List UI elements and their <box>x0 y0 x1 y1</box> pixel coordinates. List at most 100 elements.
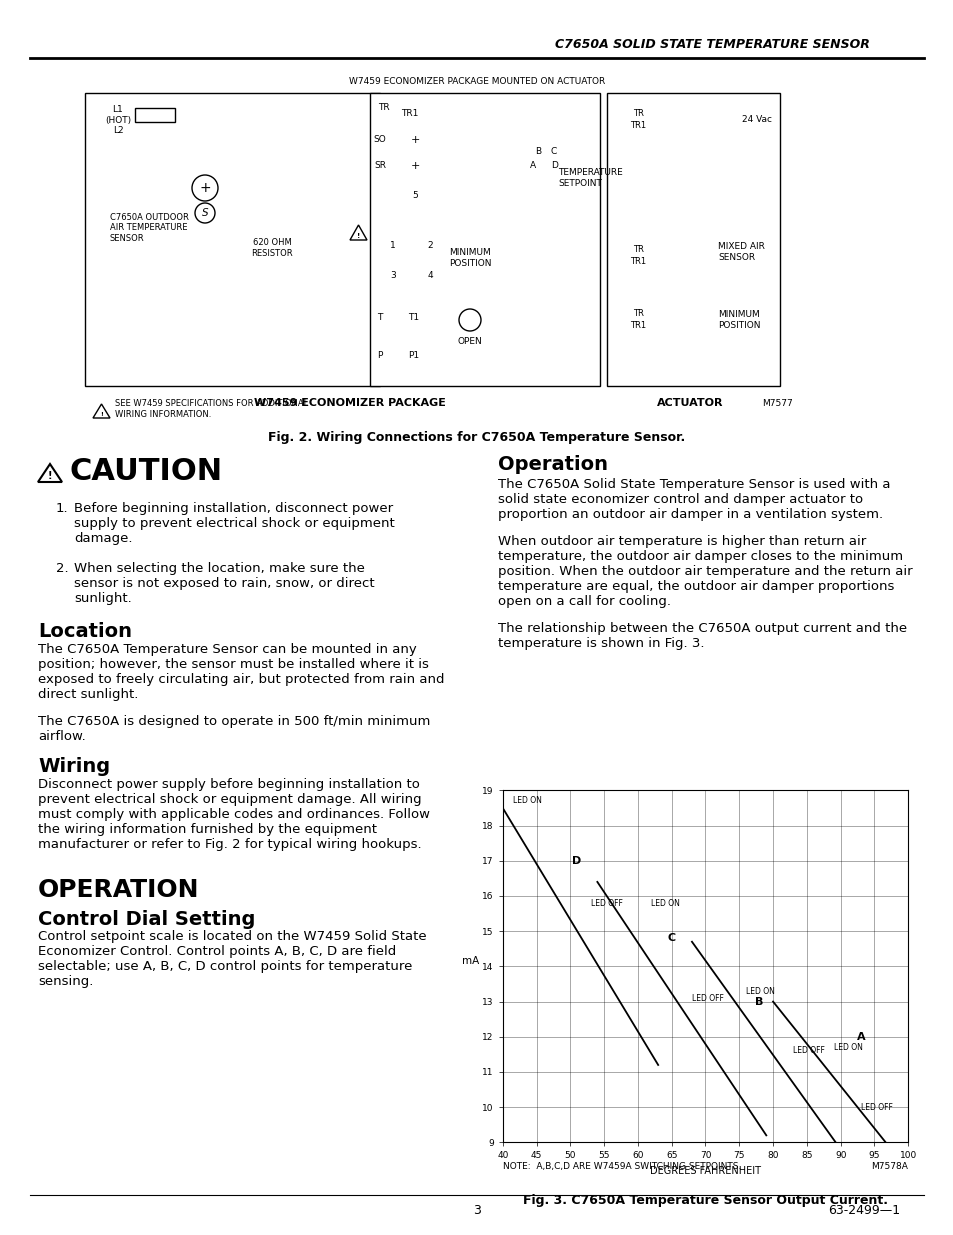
Text: D: D <box>572 856 581 866</box>
Circle shape <box>194 203 214 224</box>
Text: B: B <box>755 997 763 1007</box>
Text: supply to prevent electrical shock or equipment: supply to prevent electrical shock or eq… <box>74 517 395 530</box>
Bar <box>606 93 780 387</box>
Text: TR: TR <box>632 246 642 254</box>
Text: 1: 1 <box>390 241 395 249</box>
Text: Fig. 3. C7650A Temperature Sensor Output Current.: Fig. 3. C7650A Temperature Sensor Output… <box>522 1194 887 1208</box>
Text: prevent electrical shock or equipment damage. All wiring: prevent electrical shock or equipment da… <box>38 793 421 806</box>
X-axis label: DEGREES FAHRENHEIT: DEGREES FAHRENHEIT <box>649 1166 760 1176</box>
Text: L1
(HOT)
L2: L1 (HOT) L2 <box>105 105 131 135</box>
Text: !: ! <box>100 411 103 416</box>
Text: C7650A SOLID STATE TEMPERATURE SENSOR: C7650A SOLID STATE TEMPERATURE SENSOR <box>555 38 869 52</box>
Text: P1: P1 <box>408 351 419 359</box>
Text: OPERATION: OPERATION <box>38 878 199 902</box>
Text: 620 OHM
RESISTOR: 620 OHM RESISTOR <box>251 238 293 258</box>
Text: M7578A: M7578A <box>870 1162 907 1171</box>
Bar <box>370 93 599 387</box>
Text: LED OFF: LED OFF <box>691 994 723 1003</box>
Text: +: + <box>199 182 211 195</box>
Text: 3: 3 <box>390 270 395 279</box>
Text: 2.: 2. <box>56 562 69 576</box>
Text: Control setpoint scale is located on the W7459 Solid State: Control setpoint scale is located on the… <box>38 930 426 944</box>
Bar <box>135 107 174 122</box>
Text: TR1: TR1 <box>629 321 645 330</box>
Text: C7650A OUTDOOR
AIR TEMPERATURE
SENSOR: C7650A OUTDOOR AIR TEMPERATURE SENSOR <box>110 214 189 243</box>
Text: TR1: TR1 <box>629 257 645 266</box>
Text: temperature is shown in Fig. 3.: temperature is shown in Fig. 3. <box>497 637 703 650</box>
Text: solid state economizer control and damper actuator to: solid state economizer control and dampe… <box>497 493 862 506</box>
Text: Fig. 2. Wiring Connections for C7650A Temperature Sensor.: Fig. 2. Wiring Connections for C7650A Te… <box>268 431 685 443</box>
Text: LED ON: LED ON <box>651 899 679 908</box>
Text: P: P <box>377 351 382 359</box>
Text: W7459 ECONOMIZER PACKAGE: W7459 ECONOMIZER PACKAGE <box>253 398 445 408</box>
Text: 3: 3 <box>473 1203 480 1216</box>
Polygon shape <box>350 225 367 240</box>
Text: exposed to freely circulating air, but protected from rain and: exposed to freely circulating air, but p… <box>38 673 444 685</box>
Text: TR: TR <box>632 310 642 319</box>
Polygon shape <box>92 404 110 417</box>
Y-axis label: mA: mA <box>462 956 479 967</box>
Text: Operation: Operation <box>497 454 607 474</box>
Text: position; however, the sensor must be installed where it is: position; however, the sensor must be in… <box>38 658 429 671</box>
Circle shape <box>458 309 480 331</box>
Text: When outdoor air temperature is higher than return air: When outdoor air temperature is higher t… <box>497 535 865 548</box>
Text: S: S <box>201 207 208 219</box>
Text: temperature are equal, the outdoor air damper proportions: temperature are equal, the outdoor air d… <box>497 580 894 593</box>
Text: TEMPERATURE
SETPOINT: TEMPERATURE SETPOINT <box>558 168 622 188</box>
Text: +: + <box>410 161 419 170</box>
Text: damage.: damage. <box>74 532 132 545</box>
Text: SR: SR <box>374 162 386 170</box>
Text: must comply with applicable codes and ordinances. Follow: must comply with applicable codes and or… <box>38 808 430 821</box>
Text: !: ! <box>356 233 359 240</box>
Text: M7577: M7577 <box>761 399 792 408</box>
Text: +: + <box>410 135 419 144</box>
Text: TR1: TR1 <box>401 110 418 119</box>
Text: SEE W7459 SPECIFICATIONS FOR ADDITIONAL
WIRING INFORMATION.: SEE W7459 SPECIFICATIONS FOR ADDITIONAL … <box>115 399 308 419</box>
Text: airflow.: airflow. <box>38 730 86 743</box>
Text: TR: TR <box>377 103 390 111</box>
Text: sensor is not exposed to rain, snow, or direct: sensor is not exposed to rain, snow, or … <box>74 577 375 590</box>
Text: Wiring: Wiring <box>38 757 110 776</box>
Text: MINIMUM
POSITION: MINIMUM POSITION <box>718 310 760 330</box>
Circle shape <box>192 175 218 201</box>
Text: 1.: 1. <box>56 501 69 515</box>
Text: A: A <box>856 1031 864 1042</box>
Text: 63-2499—1: 63-2499—1 <box>827 1203 899 1216</box>
Text: manufacturer or refer to Fig. 2 for typical wiring hookups.: manufacturer or refer to Fig. 2 for typi… <box>38 839 421 851</box>
Text: B: B <box>535 147 540 157</box>
Text: 24 Vac: 24 Vac <box>741 115 771 124</box>
Polygon shape <box>38 464 62 482</box>
Text: T: T <box>377 314 382 322</box>
Text: CAUTION: CAUTION <box>70 457 223 485</box>
Text: 4: 4 <box>427 270 433 279</box>
Text: LED OFF: LED OFF <box>793 1046 824 1056</box>
Text: A: A <box>529 161 536 169</box>
Bar <box>85 93 379 387</box>
Text: NOTE:  A,B,C,D ARE W7459A SWITCHING SETPOINTS.: NOTE: A,B,C,D ARE W7459A SWITCHING SETPO… <box>502 1162 740 1171</box>
Text: LED OFF: LED OFF <box>860 1103 892 1112</box>
Text: open on a call for cooling.: open on a call for cooling. <box>497 595 670 608</box>
Text: C: C <box>667 934 675 944</box>
Text: LED ON: LED ON <box>513 797 541 805</box>
Text: sensing.: sensing. <box>38 974 93 988</box>
Text: !: ! <box>48 471 52 480</box>
Text: TR: TR <box>632 109 642 117</box>
Text: position. When the outdoor air temperature and the return air: position. When the outdoor air temperatu… <box>497 564 912 578</box>
Text: When selecting the location, make sure the: When selecting the location, make sure t… <box>74 562 364 576</box>
Text: C: C <box>550 147 557 157</box>
Text: temperature, the outdoor air damper closes to the minimum: temperature, the outdoor air damper clos… <box>497 550 902 563</box>
Text: W7459 ECONOMIZER PACKAGE MOUNTED ON ACTUATOR: W7459 ECONOMIZER PACKAGE MOUNTED ON ACTU… <box>349 78 604 86</box>
Text: The relationship between the C7650A output current and the: The relationship between the C7650A outp… <box>497 622 906 635</box>
Text: Before beginning installation, disconnect power: Before beginning installation, disconnec… <box>74 501 393 515</box>
Text: Location: Location <box>38 622 132 641</box>
Text: SO: SO <box>374 136 386 144</box>
Text: Economizer Control. Control points A, B, C, D are field: Economizer Control. Control points A, B,… <box>38 945 395 958</box>
Text: The C7650A Temperature Sensor can be mounted in any: The C7650A Temperature Sensor can be mou… <box>38 643 416 656</box>
Text: The C7650A Solid State Temperature Sensor is used with a: The C7650A Solid State Temperature Senso… <box>497 478 889 492</box>
Text: ACTUATOR: ACTUATOR <box>656 398 722 408</box>
Text: direct sunlight.: direct sunlight. <box>38 688 138 701</box>
Text: Control Dial Setting: Control Dial Setting <box>38 910 255 929</box>
Text: The C7650A is designed to operate in 500 ft/min minimum: The C7650A is designed to operate in 500… <box>38 715 430 727</box>
Text: TR1: TR1 <box>629 121 645 130</box>
Text: sunlight.: sunlight. <box>74 592 132 605</box>
